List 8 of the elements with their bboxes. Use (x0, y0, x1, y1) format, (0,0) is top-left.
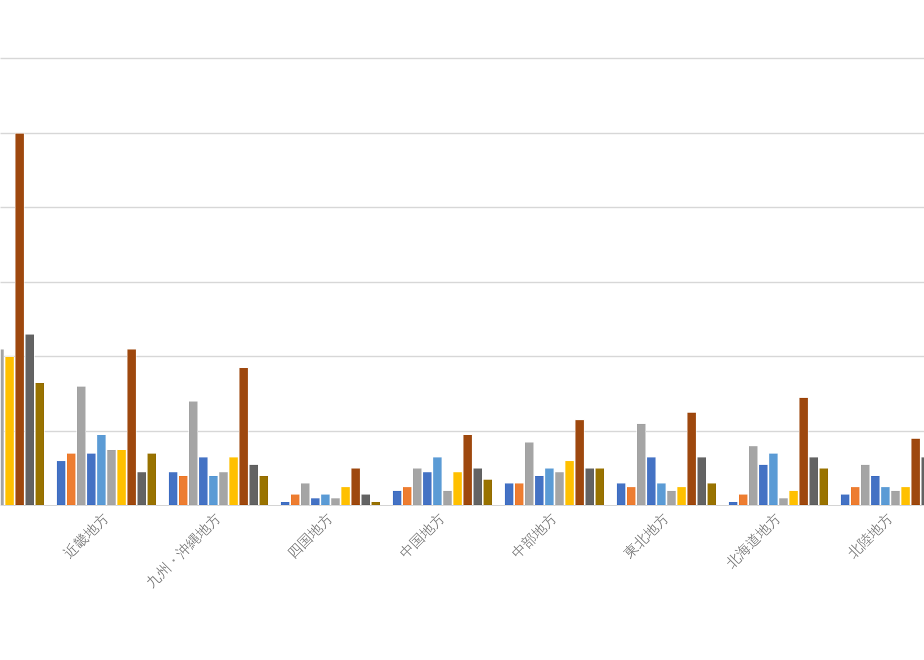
x-tick-label: 北陸地方 (845, 510, 896, 562)
x-tick-label: 東北地方 (621, 510, 672, 562)
x-tick-label: 近畿地方 (61, 510, 112, 562)
x-tick-label: 九州・沖縄地方 (144, 510, 224, 592)
x-tick-label: 北海道地方 (723, 510, 784, 572)
x-tick-label: 四国地方 (285, 510, 336, 562)
x-tick-label: 中部地方 (509, 510, 560, 562)
x-tick-label: 中国地方 (397, 510, 448, 562)
